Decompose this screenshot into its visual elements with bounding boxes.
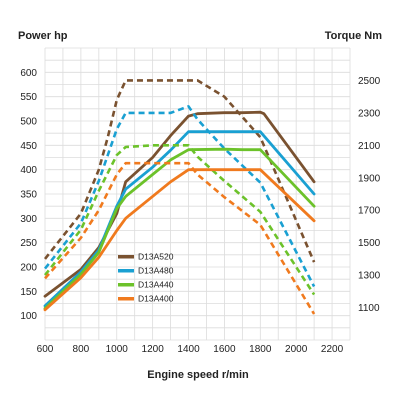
legend-swatch — [118, 255, 134, 259]
legend-label: D13A400 — [138, 294, 174, 304]
right-axis-title: Torque Nm — [325, 30, 382, 42]
torque-line-d13a480 — [43, 105, 316, 288]
right-tick-label: 1500 — [358, 238, 381, 249]
legend-label: D13A440 — [138, 280, 174, 290]
left-tick-label: 400 — [20, 165, 37, 176]
legend-swatch — [118, 269, 134, 273]
power-line-d13a480 — [43, 130, 316, 308]
x-tick-label: 800 — [73, 344, 90, 355]
x-axis-title: Engine speed r/min — [147, 369, 249, 381]
left-tick-label: 350 — [20, 190, 37, 201]
left-tick-label: 600 — [20, 68, 37, 79]
left-tick-label: 300 — [20, 214, 37, 225]
left-tick-label: 500 — [20, 117, 37, 128]
right-axis-ticks: 1100 1300 1500 1700 1900 2100 2300 2500 — [358, 76, 381, 314]
right-tick-label: 2100 — [358, 141, 381, 152]
right-tick-label: 1100 — [358, 303, 380, 314]
x-tick-label: 2000 — [285, 344, 308, 355]
x-axis-ticks: 600 800 1000 1200 1400 1600 1800 2000 2200 — [37, 344, 344, 355]
left-tick-label: 150 — [20, 287, 37, 298]
torque-line-d13a520 — [43, 79, 316, 263]
right-tick-label: 1900 — [358, 173, 381, 184]
right-tick-label: 2300 — [358, 108, 381, 119]
legend: D13A520 D13A480 D13A440 D13A400 — [118, 252, 174, 304]
legend-label: D13A520 — [138, 252, 174, 262]
x-tick-label: 1800 — [249, 344, 272, 355]
x-tick-label: 1000 — [106, 344, 129, 355]
power-line-d13a440 — [43, 147, 316, 310]
x-tick-label: 1400 — [177, 344, 200, 355]
left-axis-title: Power hp — [18, 30, 68, 42]
left-tick-label: 250 — [20, 238, 37, 249]
torque-line-d13a400 — [44, 161, 316, 315]
x-tick-label: 600 — [37, 344, 54, 355]
legend-label: D13A480 — [138, 266, 174, 276]
series-layer — [43, 79, 316, 315]
left-tick-label: 200 — [20, 263, 37, 274]
grid — [44, 47, 351, 341]
left-tick-label: 550 — [20, 92, 37, 103]
x-tick-label: 1600 — [213, 344, 236, 355]
left-tick-label: 100 — [20, 311, 37, 322]
x-tick-label: 1200 — [142, 344, 165, 355]
legend-swatch — [118, 283, 134, 287]
left-tick-label: 450 — [20, 141, 37, 152]
legend-swatch — [118, 297, 134, 301]
torque-line-d13a440 — [43, 144, 316, 296]
right-tick-label: 1300 — [358, 271, 381, 282]
right-tick-label: 2500 — [358, 76, 381, 87]
x-tick-label: 2200 — [321, 344, 344, 355]
power-line-d13a400 — [43, 168, 316, 312]
left-axis-ticks: 100 150 200 250 300 350 400 450 500 550 600 — [20, 68, 37, 322]
right-tick-label: 1700 — [358, 206, 381, 217]
